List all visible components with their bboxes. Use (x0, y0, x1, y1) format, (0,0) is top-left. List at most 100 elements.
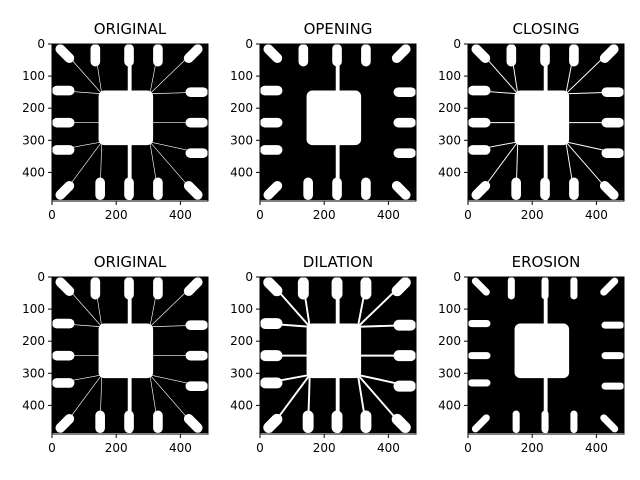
lead (124, 44, 134, 67)
y-tick-label: 0 (245, 270, 253, 284)
lead (601, 352, 624, 360)
x-tick-label: 0 (464, 208, 472, 222)
lead (391, 44, 411, 63)
lead (541, 277, 549, 300)
lead (601, 87, 624, 97)
lead (124, 177, 134, 201)
lead (570, 410, 578, 433)
x-tick-label: 400 (377, 208, 400, 222)
lead (260, 117, 283, 128)
x-tick-label: 400 (585, 441, 608, 455)
x-tick-label: 200 (521, 208, 544, 222)
lead (260, 85, 283, 96)
chip-pad (306, 90, 362, 146)
lead (360, 410, 372, 433)
axes-frame (259, 43, 417, 202)
lead (302, 410, 314, 433)
lead (506, 44, 517, 67)
lead (600, 277, 619, 296)
lead (541, 410, 549, 433)
y-tick-label: 100 (230, 302, 253, 316)
axes-frame (259, 276, 417, 435)
lead (540, 44, 550, 67)
x-tick-label: 200 (521, 441, 544, 455)
y-tick-label: 400 (438, 165, 461, 179)
lead (52, 350, 75, 361)
y-tick-label: 300 (22, 133, 45, 147)
lead (331, 277, 343, 300)
lead (183, 181, 203, 200)
x-tick-label: 0 (48, 208, 56, 222)
lead (90, 44, 101, 67)
lead (468, 85, 491, 96)
y-tick-label: 0 (37, 270, 45, 284)
lead (153, 177, 163, 201)
y-tick-label: 0 (245, 37, 253, 51)
lead (52, 378, 75, 388)
x-tick-label: 0 (48, 441, 56, 455)
x-tick-label: 400 (169, 208, 192, 222)
lead (185, 350, 209, 361)
panel-title: EROSION (512, 253, 581, 271)
lead (260, 377, 283, 389)
y-tick-label: 300 (230, 366, 253, 380)
x-tick-label: 0 (256, 208, 264, 222)
panel-title: CLOSING (513, 20, 580, 38)
lead (332, 177, 342, 201)
chip-pad (514, 323, 570, 379)
panel-image (260, 44, 416, 201)
panel-title: DILATION (303, 253, 373, 271)
lead (468, 320, 491, 328)
panel-image (52, 277, 209, 433)
x-tick-label: 0 (256, 441, 264, 455)
x-tick-label: 200 (105, 441, 128, 455)
chip-pad (514, 90, 570, 146)
panel-image (468, 44, 624, 201)
lead (124, 277, 134, 300)
chip-pad (306, 323, 362, 379)
panel-erosion: EROSION 0 200 400 0 100 200 300 400 (438, 253, 625, 455)
y-tick-label: 200 (22, 101, 45, 115)
lead (298, 44, 309, 67)
lead (297, 277, 309, 300)
lead (185, 87, 209, 97)
panel-title: OPENING (304, 20, 373, 38)
lead (393, 117, 416, 128)
lead (183, 414, 203, 433)
lead (601, 321, 624, 329)
lead (185, 117, 209, 128)
panel-title: ORIGINAL (94, 253, 167, 271)
lead (55, 414, 75, 433)
panel-original: ORIGINAL 0 200 400 0 100 200 300 400 (22, 20, 209, 222)
panel-dilation: DILATION 0 200 400 0 100 200 300 400 (230, 253, 417, 455)
lead (185, 320, 209, 330)
lead (468, 379, 491, 387)
lead (153, 410, 163, 433)
x-tick-label: 400 (585, 208, 608, 222)
lead (52, 145, 75, 155)
lead (95, 177, 105, 201)
lead (52, 117, 75, 128)
lead (260, 318, 283, 329)
lead (260, 350, 283, 362)
lead (260, 145, 283, 155)
lead (391, 181, 411, 200)
x-tick-label: 0 (464, 441, 472, 455)
lead (601, 148, 624, 158)
lead (183, 277, 203, 296)
lead (601, 382, 624, 390)
lead (599, 181, 619, 200)
y-tick-label: 100 (22, 69, 45, 83)
lead (391, 413, 411, 433)
y-tick-label: 300 (22, 366, 45, 380)
lead (391, 277, 411, 297)
y-tick-label: 400 (230, 398, 253, 412)
y-tick-label: 0 (37, 37, 45, 51)
panel-image (52, 44, 209, 201)
lead (511, 177, 521, 201)
lead (52, 85, 75, 96)
lead (570, 277, 578, 300)
y-tick-label: 400 (230, 165, 253, 179)
lead (52, 318, 75, 329)
lead (361, 44, 371, 67)
